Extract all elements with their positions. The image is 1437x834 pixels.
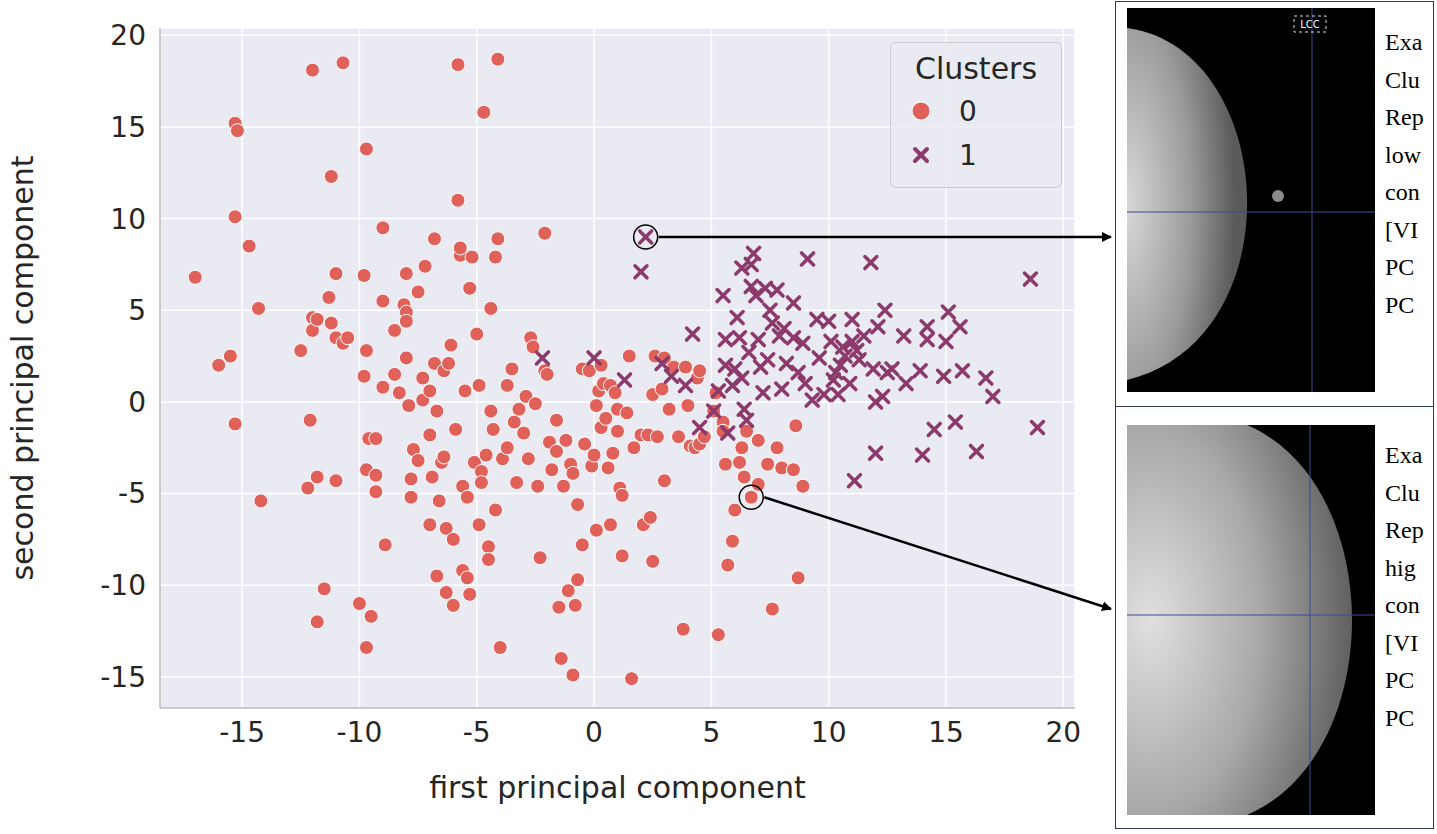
svg-text:LCC: LCC (1300, 19, 1320, 30)
html-text:Exa: Exa (1385, 29, 1423, 55)
svg-text:-15: -15 (219, 716, 265, 749)
html-text:Clusters: Clusters (914, 51, 1037, 86)
html-text:PC: PC (1385, 254, 1415, 280)
svg-text:second principal component: second principal component (5, 155, 40, 580)
html-text:con: con (1385, 179, 1420, 205)
html-text:PC: PC (1385, 667, 1415, 693)
html-text:low: low (1385, 141, 1421, 168)
svg-text:10: 10 (811, 716, 847, 749)
html-text:[VI: [VI (1385, 629, 1419, 656)
svg-text:15: 15 (928, 716, 964, 749)
svg-text:20: 20 (110, 19, 146, 52)
html-text:con: con (1385, 592, 1420, 618)
html-text:Rep: Rep (1385, 104, 1424, 130)
svg-text:-10: -10 (337, 716, 383, 749)
svg-text:15: 15 (110, 111, 146, 144)
html-text:Rep: Rep (1385, 517, 1424, 543)
html-text:Clu: Clu (1385, 66, 1420, 93)
svg-text:5: 5 (702, 716, 720, 749)
html-text:0: 0 (959, 94, 977, 128)
html-text:[VI: [VI (1385, 216, 1419, 243)
svg-text:10: 10 (110, 203, 146, 236)
html-text:PC: PC (1385, 291, 1415, 318)
html-text:Clu: Clu (1385, 479, 1420, 506)
html-text:PC: PC (1385, 704, 1415, 731)
html-text:1: 1 (959, 138, 977, 172)
svg-text:0: 0 (585, 716, 603, 749)
html-text:Exa: Exa (1385, 442, 1423, 468)
svg-text:-10: -10 (100, 569, 146, 602)
svg-text:5: 5 (128, 294, 146, 327)
svg-text:20: 20 (1045, 716, 1081, 749)
svg-text:-5: -5 (118, 477, 146, 510)
svg-text:0: 0 (128, 386, 146, 419)
html-text:hig: hig (1385, 554, 1416, 581)
svg-text:-15: -15 (100, 661, 146, 694)
svg-text:first principal component: first principal component (429, 770, 806, 805)
svg-text:-5: -5 (463, 716, 491, 749)
